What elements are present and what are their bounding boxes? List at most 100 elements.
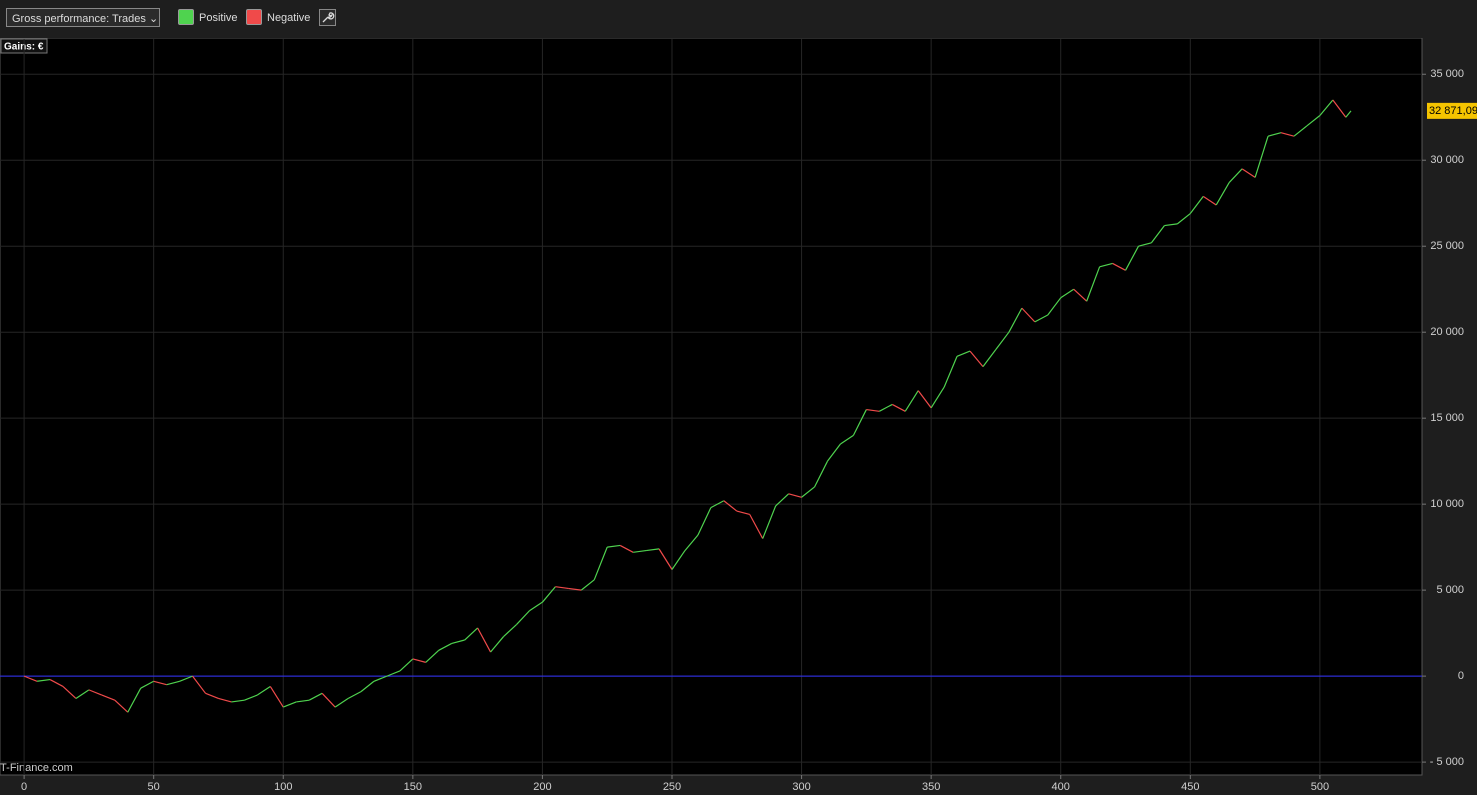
line-segment [1228,168,1243,184]
line-segment [140,680,154,689]
line-segment [1254,135,1269,178]
line-segment [697,507,712,536]
line-segment [541,586,556,603]
y-tick-label: 25 000 [1430,240,1464,252]
line-segment [1034,314,1049,323]
line-segment [438,642,452,651]
y-tick-label: 10 000 [1430,498,1464,510]
line-segment [904,390,919,412]
line-segment [943,356,958,388]
line-segment [646,548,660,552]
line-segment [1241,168,1256,178]
line-segment [607,544,621,548]
line-segment [257,685,271,696]
x-tick-label: 50 [148,781,160,793]
line-segment [1124,245,1140,271]
line-segment [736,510,750,516]
watermark: IT-Finance.com [0,762,73,774]
line-segment [1345,110,1352,118]
line-segment [995,331,1010,350]
line-segment [982,349,997,367]
line-segment [347,691,362,700]
line-segment [1280,132,1295,137]
x-tick-label: 250 [663,781,681,793]
line-segment [1189,195,1204,214]
line-segment [321,692,336,708]
line-segment [555,586,569,590]
x-tick-label: 150 [404,781,422,793]
line-segment [36,678,51,682]
line-segment [49,679,64,687]
x-tick-label: 300 [792,781,810,793]
line-segment [166,680,180,686]
line-segment [1293,125,1308,137]
line-segment [917,390,932,409]
line-segment [1332,99,1347,118]
line-segment [451,639,465,645]
negative-toggle[interactable] [246,9,262,25]
line-segment [749,514,764,539]
line-segment [969,350,984,367]
y-tick-label: 30 000 [1430,154,1464,166]
line-segment [723,500,738,512]
line-segment [334,697,349,708]
y-tick-label: 0 [1458,670,1464,682]
x-tick-label: 0 [21,781,27,793]
line-segment [231,699,245,703]
line-segment [23,675,38,682]
line-segment [840,434,854,445]
line-segment [153,680,167,686]
x-tick-label: 450 [1181,781,1199,793]
line-segment [464,627,479,641]
line-segment [580,579,595,591]
settings-button[interactable] [319,9,336,26]
y-tick-label: 35 000 [1430,68,1464,80]
line-segment [412,658,426,663]
line-segment [179,675,193,682]
x-tick-label: 500 [1311,781,1329,793]
wrench-icon [322,12,335,23]
line-segment [373,675,388,682]
line-segment [192,675,206,694]
line-segment [775,493,790,507]
line-segment [801,486,815,498]
performance-select[interactable]: Gross performance: Trades ⌄ [6,8,160,27]
line-segment [879,403,893,412]
line-segment [813,460,829,488]
y-tick-label: - 5 000 [1430,756,1464,768]
line-segment [1164,223,1178,227]
positive-toggle[interactable] [178,9,194,25]
y-tick-label: 15 000 [1430,412,1464,424]
line-segment [477,627,492,653]
line-segment [503,624,517,638]
line-segment [75,689,90,699]
line-segment [399,658,414,672]
line-segment [308,692,323,701]
line-segment [658,548,673,570]
line-segment [88,689,103,696]
line-segment [269,686,284,708]
x-tick-label: 400 [1052,781,1070,793]
line-segment [1138,242,1152,247]
line-segment [127,687,142,713]
line-segment [529,601,543,612]
line-segment [296,699,310,703]
y-tick-label: 20 000 [1430,326,1464,338]
line-segment [1202,195,1217,206]
x-tick-label: 350 [922,781,940,793]
line-segment [1060,288,1075,299]
plot-area [0,38,1423,776]
line-segment [1099,262,1113,268]
line-segment [490,636,505,653]
line-segment [619,544,634,553]
last-value-label: 32 871,09 [1429,105,1477,117]
last-value-tag [1427,102,1477,119]
line-segment [1008,307,1023,333]
line-segment [516,610,530,625]
line-segment [62,685,77,699]
select-label: Gross performance: Trades [12,13,146,25]
line-segment [114,699,129,713]
line-segment [866,408,880,412]
line-segment [671,550,686,570]
